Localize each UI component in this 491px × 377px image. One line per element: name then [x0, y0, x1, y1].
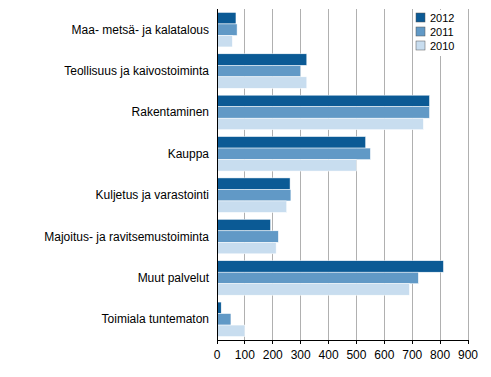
tick-mark [244, 340, 245, 344]
bar [217, 24, 237, 36]
category-label: Muut palvelut [138, 271, 210, 285]
category-label: Kauppa [168, 147, 210, 161]
tick-label: 100 [235, 348, 255, 362]
tick-label: 800 [430, 348, 450, 362]
category-label: Rakentaminen [132, 105, 209, 119]
bars [217, 12, 443, 336]
bar [217, 302, 221, 314]
legend-label: 2012 [430, 12, 454, 24]
grid-line [468, 9, 469, 340]
tick-mark [440, 340, 441, 344]
bar [217, 219, 271, 231]
category-label: Maa- metsä- ja kalatalous [72, 23, 209, 37]
bar [217, 284, 409, 296]
legend-label: 2010 [430, 40, 454, 52]
tick-label: 900 [458, 348, 478, 362]
category-label: Teollisuus ja kaivostoiminta [64, 64, 209, 78]
bar [217, 35, 232, 47]
grid [217, 9, 468, 344]
bar [217, 189, 291, 201]
grid-line [440, 9, 441, 340]
legend-swatch [416, 27, 425, 36]
legend-label: 2011 [430, 26, 454, 38]
category-label: Majoitus- ja ravitsemustoiminta [44, 230, 209, 244]
bar [217, 12, 236, 24]
bar [217, 261, 443, 273]
legend-swatch [416, 13, 425, 22]
bar [217, 77, 307, 89]
bar [217, 137, 366, 149]
tick-mark [300, 340, 301, 344]
bar [217, 325, 245, 337]
legend: 2012 2011 2010 [413, 10, 465, 56]
axis-line [217, 340, 468, 341]
bar [217, 118, 423, 130]
bar [217, 201, 287, 213]
tick-label: 700 [402, 348, 422, 362]
bar [217, 242, 276, 254]
tick-label: 500 [346, 348, 366, 362]
tick-mark [272, 340, 273, 344]
chart: 0 100 200 300 400 500 600 700 800 900 Maa- metsä- … [0, 0, 491, 377]
bar [217, 231, 278, 243]
bar [217, 148, 370, 160]
bar [217, 272, 418, 284]
axis-line [217, 9, 218, 340]
bar [217, 107, 430, 119]
category-label: Toimiala tuntematon [102, 312, 209, 326]
grid-line [217, 9, 218, 340]
tick-mark [468, 340, 469, 344]
tick-label: 200 [263, 348, 283, 362]
tick-label: 300 [291, 348, 311, 362]
tick-label: 400 [319, 348, 339, 362]
tick-label: 600 [374, 348, 394, 362]
bar [217, 178, 290, 190]
category-label: Kuljetus ja varastointi [96, 188, 209, 202]
bar [217, 65, 301, 77]
bar [217, 160, 356, 172]
grid-line [412, 9, 413, 340]
bar [217, 54, 307, 66]
tick-mark [412, 340, 413, 344]
tick-mark [328, 340, 329, 344]
tick-mark [217, 340, 218, 344]
bar [217, 314, 231, 326]
tick-mark [356, 340, 357, 344]
tick-label: 0 [214, 348, 221, 362]
legend-swatch [416, 41, 425, 50]
legend-box [413, 10, 465, 56]
bar [217, 95, 430, 107]
tick-mark [384, 340, 385, 344]
